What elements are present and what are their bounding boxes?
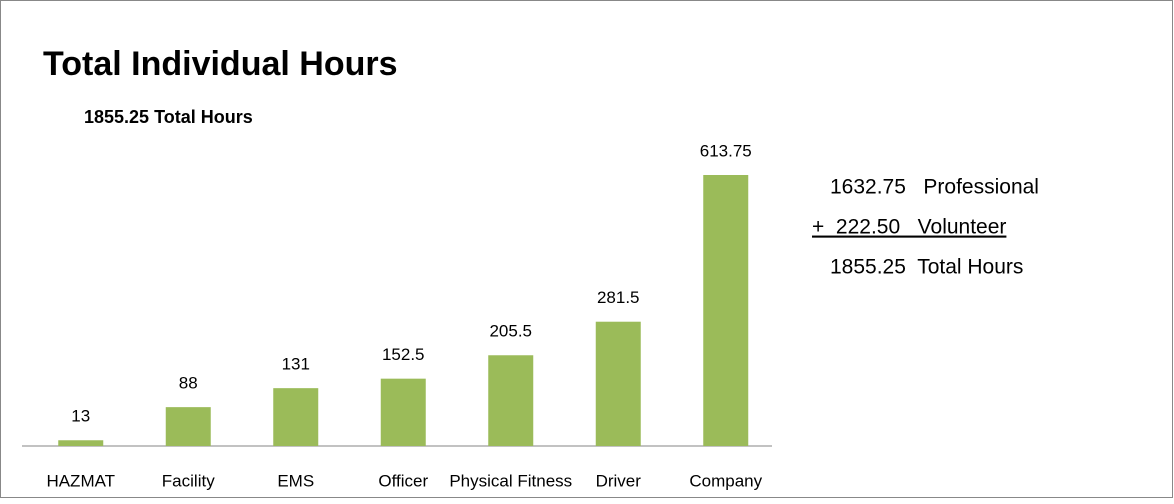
data-label: 13 xyxy=(71,407,90,426)
bar xyxy=(58,440,104,446)
bar xyxy=(380,378,426,446)
chart-title: Total Individual Hours xyxy=(43,45,398,83)
annotation: + 222.50 Volunteer xyxy=(812,216,1006,239)
data-label: 281.5 xyxy=(597,288,640,307)
chart-subtitle: 1855.25 Total Hours xyxy=(84,107,253,127)
x-tick-label: EMS xyxy=(277,471,314,490)
data-label: 88 xyxy=(179,374,198,393)
bar xyxy=(703,175,749,446)
bar xyxy=(595,321,641,446)
x-tick-label: Officer xyxy=(378,471,428,490)
data-label: 131 xyxy=(282,355,310,374)
annotation: 1632.75 Professional xyxy=(830,176,1039,199)
x-tick-label: Physical Fitness xyxy=(449,471,572,490)
x-tick-label: HAZMAT xyxy=(46,471,115,490)
data-label: 152.5 xyxy=(382,345,425,364)
x-tick-label: Company xyxy=(689,471,762,490)
data-label: 613.75 xyxy=(700,141,752,160)
annotation: 1855.25 Total Hours xyxy=(830,256,1023,279)
x-tick-label: Facility xyxy=(162,471,215,490)
bar xyxy=(488,355,534,446)
bar xyxy=(165,407,211,446)
bar xyxy=(273,388,319,446)
data-label: 205.5 xyxy=(489,322,532,341)
x-tick-label: Driver xyxy=(596,471,642,490)
